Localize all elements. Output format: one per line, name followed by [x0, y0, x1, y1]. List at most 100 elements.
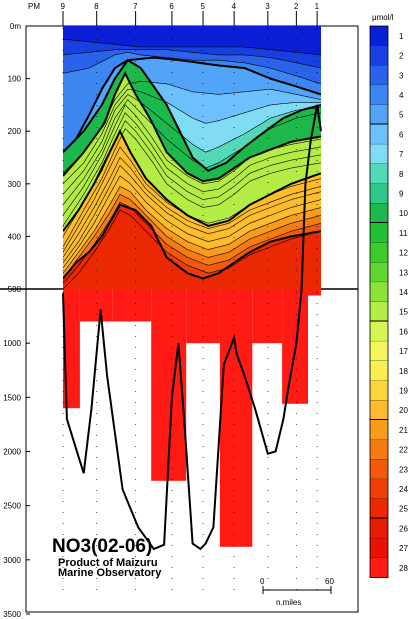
colorbar-swatch [370, 420, 388, 440]
deep-column [219, 289, 253, 547]
colorbar-level-label: 17 [399, 347, 408, 356]
colorbar-frame [369, 25, 389, 578]
colorbar-swatch [370, 538, 388, 558]
station-label: 1 [315, 2, 320, 11]
top-left-label: PM [28, 2, 40, 11]
colorbar-swatch [370, 203, 388, 223]
chart-title: NO3(02-06) [52, 536, 152, 557]
depth-tick-label: 0m [10, 22, 21, 31]
colorbar-swatch [370, 45, 388, 66]
isoline-level-24 [63, 209, 321, 289]
colorbar-swatch [370, 183, 388, 204]
depth-tick-label: 100 [8, 75, 22, 84]
colorbar-level-label: 11 [399, 229, 408, 238]
colorbar-swatch [370, 439, 388, 460]
deep-column [186, 289, 220, 344]
depth-tick-label: 400 [8, 232, 22, 241]
isoline-level-21 [63, 185, 321, 274]
colorbar-level-label: 14 [399, 288, 408, 297]
isoline-level-23 [63, 201, 321, 284]
colorbar-swatch [370, 360, 388, 381]
isoline-level-17 [63, 156, 321, 258]
colorbar-swatch [370, 459, 388, 480]
isoline-level-15 [63, 70, 321, 183]
depth-tick-label: 500 [8, 285, 22, 294]
colorbar-level-label: 19 [399, 386, 408, 395]
depth-tick-label: 300 [8, 180, 22, 189]
sea-floor-profile [62, 104, 322, 551]
colorbar-level-label: 12 [399, 249, 408, 258]
colorbar-level-label: 13 [399, 268, 408, 277]
station-label: 2 [294, 2, 299, 11]
colorbar-swatch [370, 26, 388, 46]
colorbar-level-label: 15 [399, 308, 408, 317]
colorbar-level-label: 25 [399, 505, 408, 514]
colorbar-level-label: 27 [399, 544, 408, 553]
colorbar-swatch [370, 400, 388, 420]
colorbar-level-label: 23 [399, 465, 408, 474]
colorbar-level-label: 28 [399, 564, 408, 573]
isoline-level-5 [63, 56, 321, 153]
station-label: 4 [232, 2, 237, 11]
station-label: 9 [61, 2, 66, 11]
colorbar-swatch [370, 104, 388, 125]
colorbar-level-label: 1 [399, 32, 404, 41]
station-label: 8 [94, 2, 99, 11]
scale-bar-unit: n.miles [276, 598, 301, 607]
colorbar-swatch [370, 65, 388, 86]
colorbar-swatch [370, 341, 388, 361]
scale-bar-start-label: 0 [260, 577, 265, 586]
colorbar-swatch [370, 479, 388, 499]
depth-tick-label: 3500 [3, 610, 21, 619]
colorbar-level-label: 3 [399, 71, 404, 80]
colorbar-swatch [370, 321, 388, 342]
colorbar-swatch [370, 262, 388, 283]
colorbar-level-label: 10 [399, 209, 408, 218]
colorbar-swatch [370, 301, 388, 322]
isoline-level-9 [63, 99, 321, 205]
band-level-25 [63, 204, 321, 289]
isoline-level-18 [63, 164, 321, 263]
station-label: 7 [133, 2, 138, 11]
station-label: 5 [201, 2, 206, 11]
isoline-level-3 [63, 49, 321, 69]
colorbar-swatch [370, 223, 388, 243]
station-label: 6 [169, 2, 174, 11]
deep-column [112, 289, 152, 322]
colorbar-level-label: 5 [399, 111, 404, 120]
colorbar-level-label: 9 [399, 189, 404, 198]
isoline-level-14 [63, 128, 321, 248]
isolines [63, 38, 321, 289]
colorbar-swatch [370, 85, 388, 105]
colorbar-level-label: 7 [399, 150, 404, 159]
depth-tick-label: 3000 [3, 556, 21, 565]
isoline-level-19 [63, 175, 321, 269]
chart-subtitle-line-2: Marine Observatory [58, 567, 162, 579]
isoline-level-10 [63, 58, 321, 172]
colorbar-swatch [370, 242, 388, 263]
colorbar-swatch [370, 518, 388, 539]
deep-column [63, 289, 80, 409]
colorbar-level-label: 24 [399, 485, 408, 494]
chart-subtitle-line-1: Product of Maizuru [58, 557, 158, 569]
deep-column [79, 289, 113, 322]
isoline-level-4 [63, 51, 321, 85]
station-label: 3 [265, 2, 270, 11]
isoline-level-22 [63, 193, 321, 279]
scale-bar-end-label: 60 [325, 577, 334, 586]
depth-tick-label: 200 [8, 127, 22, 136]
colorbar-legend: 1234567891011121314151617181920212223242… [369, 25, 408, 578]
depth-tick-label: 2500 [3, 502, 21, 511]
colorbar-level-label: 2 [399, 52, 404, 61]
colorbar-swatch [370, 380, 388, 401]
isoline-level-2 [63, 38, 321, 56]
colorbar-swatch [370, 124, 388, 145]
colorbar-level-label: 22 [399, 446, 408, 455]
station-labels: 9 8 7 6 5 4 3 2 1 [61, 2, 320, 26]
isoline-level-12 [63, 112, 321, 227]
isoline-level-7 [63, 88, 321, 185]
isoline-level-25 [63, 203, 321, 280]
colorbar-unit: μmol/l [372, 13, 394, 22]
colorbar-level-label: 21 [399, 426, 408, 435]
